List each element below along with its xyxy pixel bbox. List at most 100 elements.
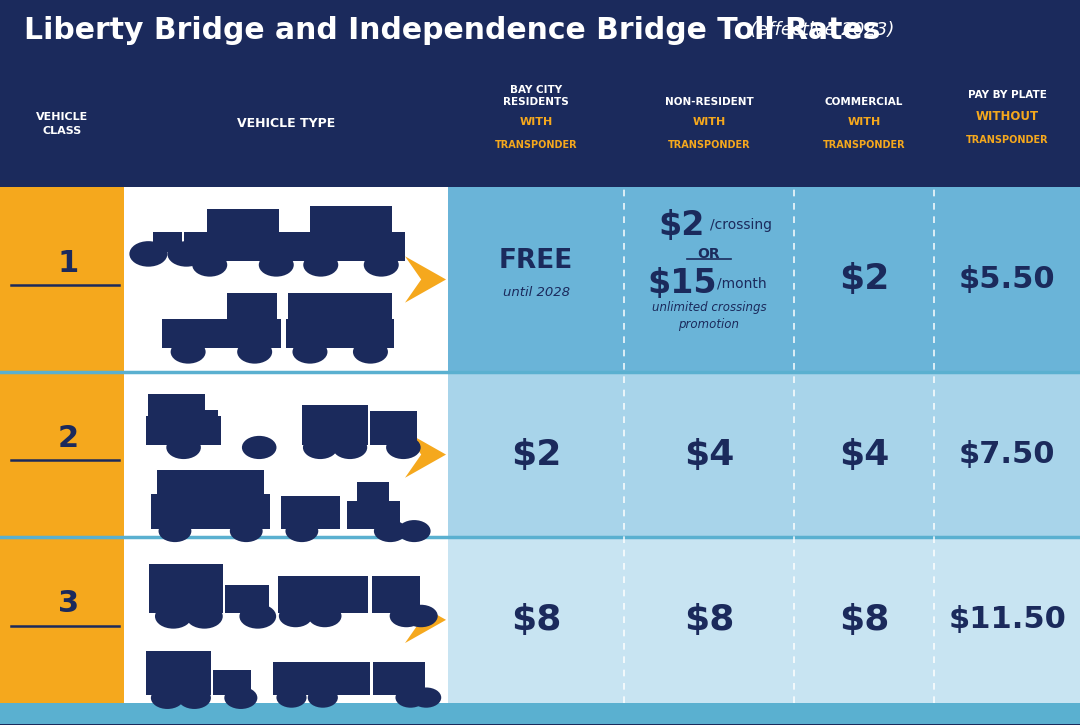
Text: 1: 1 (57, 249, 79, 278)
Bar (369, 411, 417, 445)
Text: $11.50: $11.50 (948, 605, 1066, 634)
Circle shape (240, 604, 276, 629)
Bar (149, 580, 224, 613)
Text: until 2028: until 2028 (502, 286, 570, 299)
Text: PAY BY PLATE: PAY BY PLATE (968, 90, 1047, 99)
Text: (effective 2023): (effective 2023) (750, 21, 894, 39)
Text: $5.50: $5.50 (959, 265, 1055, 294)
Text: $2: $2 (659, 209, 705, 241)
Bar (0, 187, 448, 724)
Text: BAY CITY
RESIDENTS: BAY CITY RESIDENTS (503, 85, 569, 107)
Circle shape (285, 520, 319, 542)
Circle shape (397, 520, 431, 542)
Circle shape (308, 687, 338, 708)
Text: FREE: FREE (499, 249, 573, 274)
Bar (149, 564, 224, 580)
Circle shape (302, 436, 337, 459)
Circle shape (230, 520, 262, 542)
Circle shape (395, 687, 426, 708)
Bar (152, 232, 183, 252)
Circle shape (166, 436, 201, 459)
Bar (0, 703, 1080, 724)
Bar (448, 372, 1080, 537)
Polygon shape (405, 597, 446, 643)
Bar (448, 537, 1080, 703)
Bar (226, 585, 269, 613)
Circle shape (178, 687, 211, 709)
Text: Liberty Bridge and Independence Bridge Toll Rates: Liberty Bridge and Independence Bridge T… (24, 16, 880, 45)
Text: VEHICLE
CLASS: VEHICLE CLASS (36, 112, 89, 136)
Bar (151, 494, 270, 529)
Text: $8: $8 (839, 603, 889, 637)
Circle shape (259, 253, 294, 277)
Text: $8: $8 (684, 603, 734, 637)
Text: /month: /month (717, 276, 766, 290)
Bar (279, 576, 368, 613)
Bar (124, 187, 448, 703)
Bar (286, 319, 394, 349)
Text: $2: $2 (839, 262, 889, 297)
Circle shape (353, 340, 388, 364)
Bar (207, 209, 279, 233)
Polygon shape (405, 257, 446, 303)
Bar (146, 651, 211, 666)
Text: TRANSPONDER: TRANSPONDER (495, 141, 578, 150)
Text: 2: 2 (57, 424, 79, 453)
Text: COMMERCIAL: COMMERCIAL (825, 97, 903, 107)
Text: TRANSPONDER: TRANSPONDER (966, 135, 1049, 144)
Text: $4: $4 (684, 438, 734, 471)
Text: VEHICLE TYPE: VEHICLE TYPE (238, 117, 335, 130)
Text: $15: $15 (647, 267, 717, 299)
Text: WITH: WITH (519, 117, 553, 127)
Circle shape (390, 605, 423, 627)
Text: $4: $4 (839, 438, 889, 471)
Bar (288, 293, 392, 320)
Circle shape (386, 436, 421, 459)
Bar (148, 394, 205, 416)
Text: /crossing: /crossing (711, 218, 772, 232)
Bar (281, 496, 340, 529)
Circle shape (404, 605, 437, 627)
Text: WITH: WITH (848, 117, 880, 127)
Circle shape (364, 253, 399, 277)
Circle shape (156, 604, 192, 629)
Circle shape (167, 241, 205, 267)
Circle shape (374, 520, 407, 542)
Circle shape (130, 241, 167, 267)
Bar (184, 232, 302, 261)
Text: WITHOUT: WITHOUT (975, 110, 1039, 123)
Text: $8: $8 (511, 603, 562, 637)
Bar (372, 576, 420, 613)
Bar (146, 666, 211, 695)
Bar (180, 410, 218, 445)
Polygon shape (405, 431, 446, 478)
Bar (158, 471, 265, 494)
Circle shape (303, 253, 338, 277)
Bar (0, 60, 1080, 187)
Text: OR: OR (698, 247, 720, 261)
Text: TRANSPONDER: TRANSPONDER (823, 141, 905, 150)
Text: WITH: WITH (692, 117, 726, 127)
Circle shape (276, 687, 307, 708)
Text: 3: 3 (57, 589, 79, 618)
Bar (0, 0, 1080, 60)
Circle shape (151, 687, 184, 709)
Bar (302, 405, 367, 445)
Circle shape (411, 687, 442, 708)
Circle shape (186, 604, 222, 629)
Bar (310, 206, 392, 233)
Text: NON-RESIDENT: NON-RESIDENT (664, 97, 754, 107)
Circle shape (333, 436, 367, 459)
Bar (228, 293, 278, 320)
Bar (162, 319, 281, 349)
Circle shape (225, 687, 257, 709)
Circle shape (293, 340, 327, 364)
Text: $7.50: $7.50 (959, 440, 1055, 469)
Circle shape (238, 340, 272, 364)
Circle shape (242, 436, 276, 459)
Circle shape (308, 605, 341, 627)
Circle shape (192, 253, 227, 277)
Text: unlimited crossings
promotion: unlimited crossings promotion (651, 301, 767, 331)
Text: $2: $2 (511, 438, 562, 471)
Text: TRANSPONDER: TRANSPONDER (667, 141, 751, 150)
